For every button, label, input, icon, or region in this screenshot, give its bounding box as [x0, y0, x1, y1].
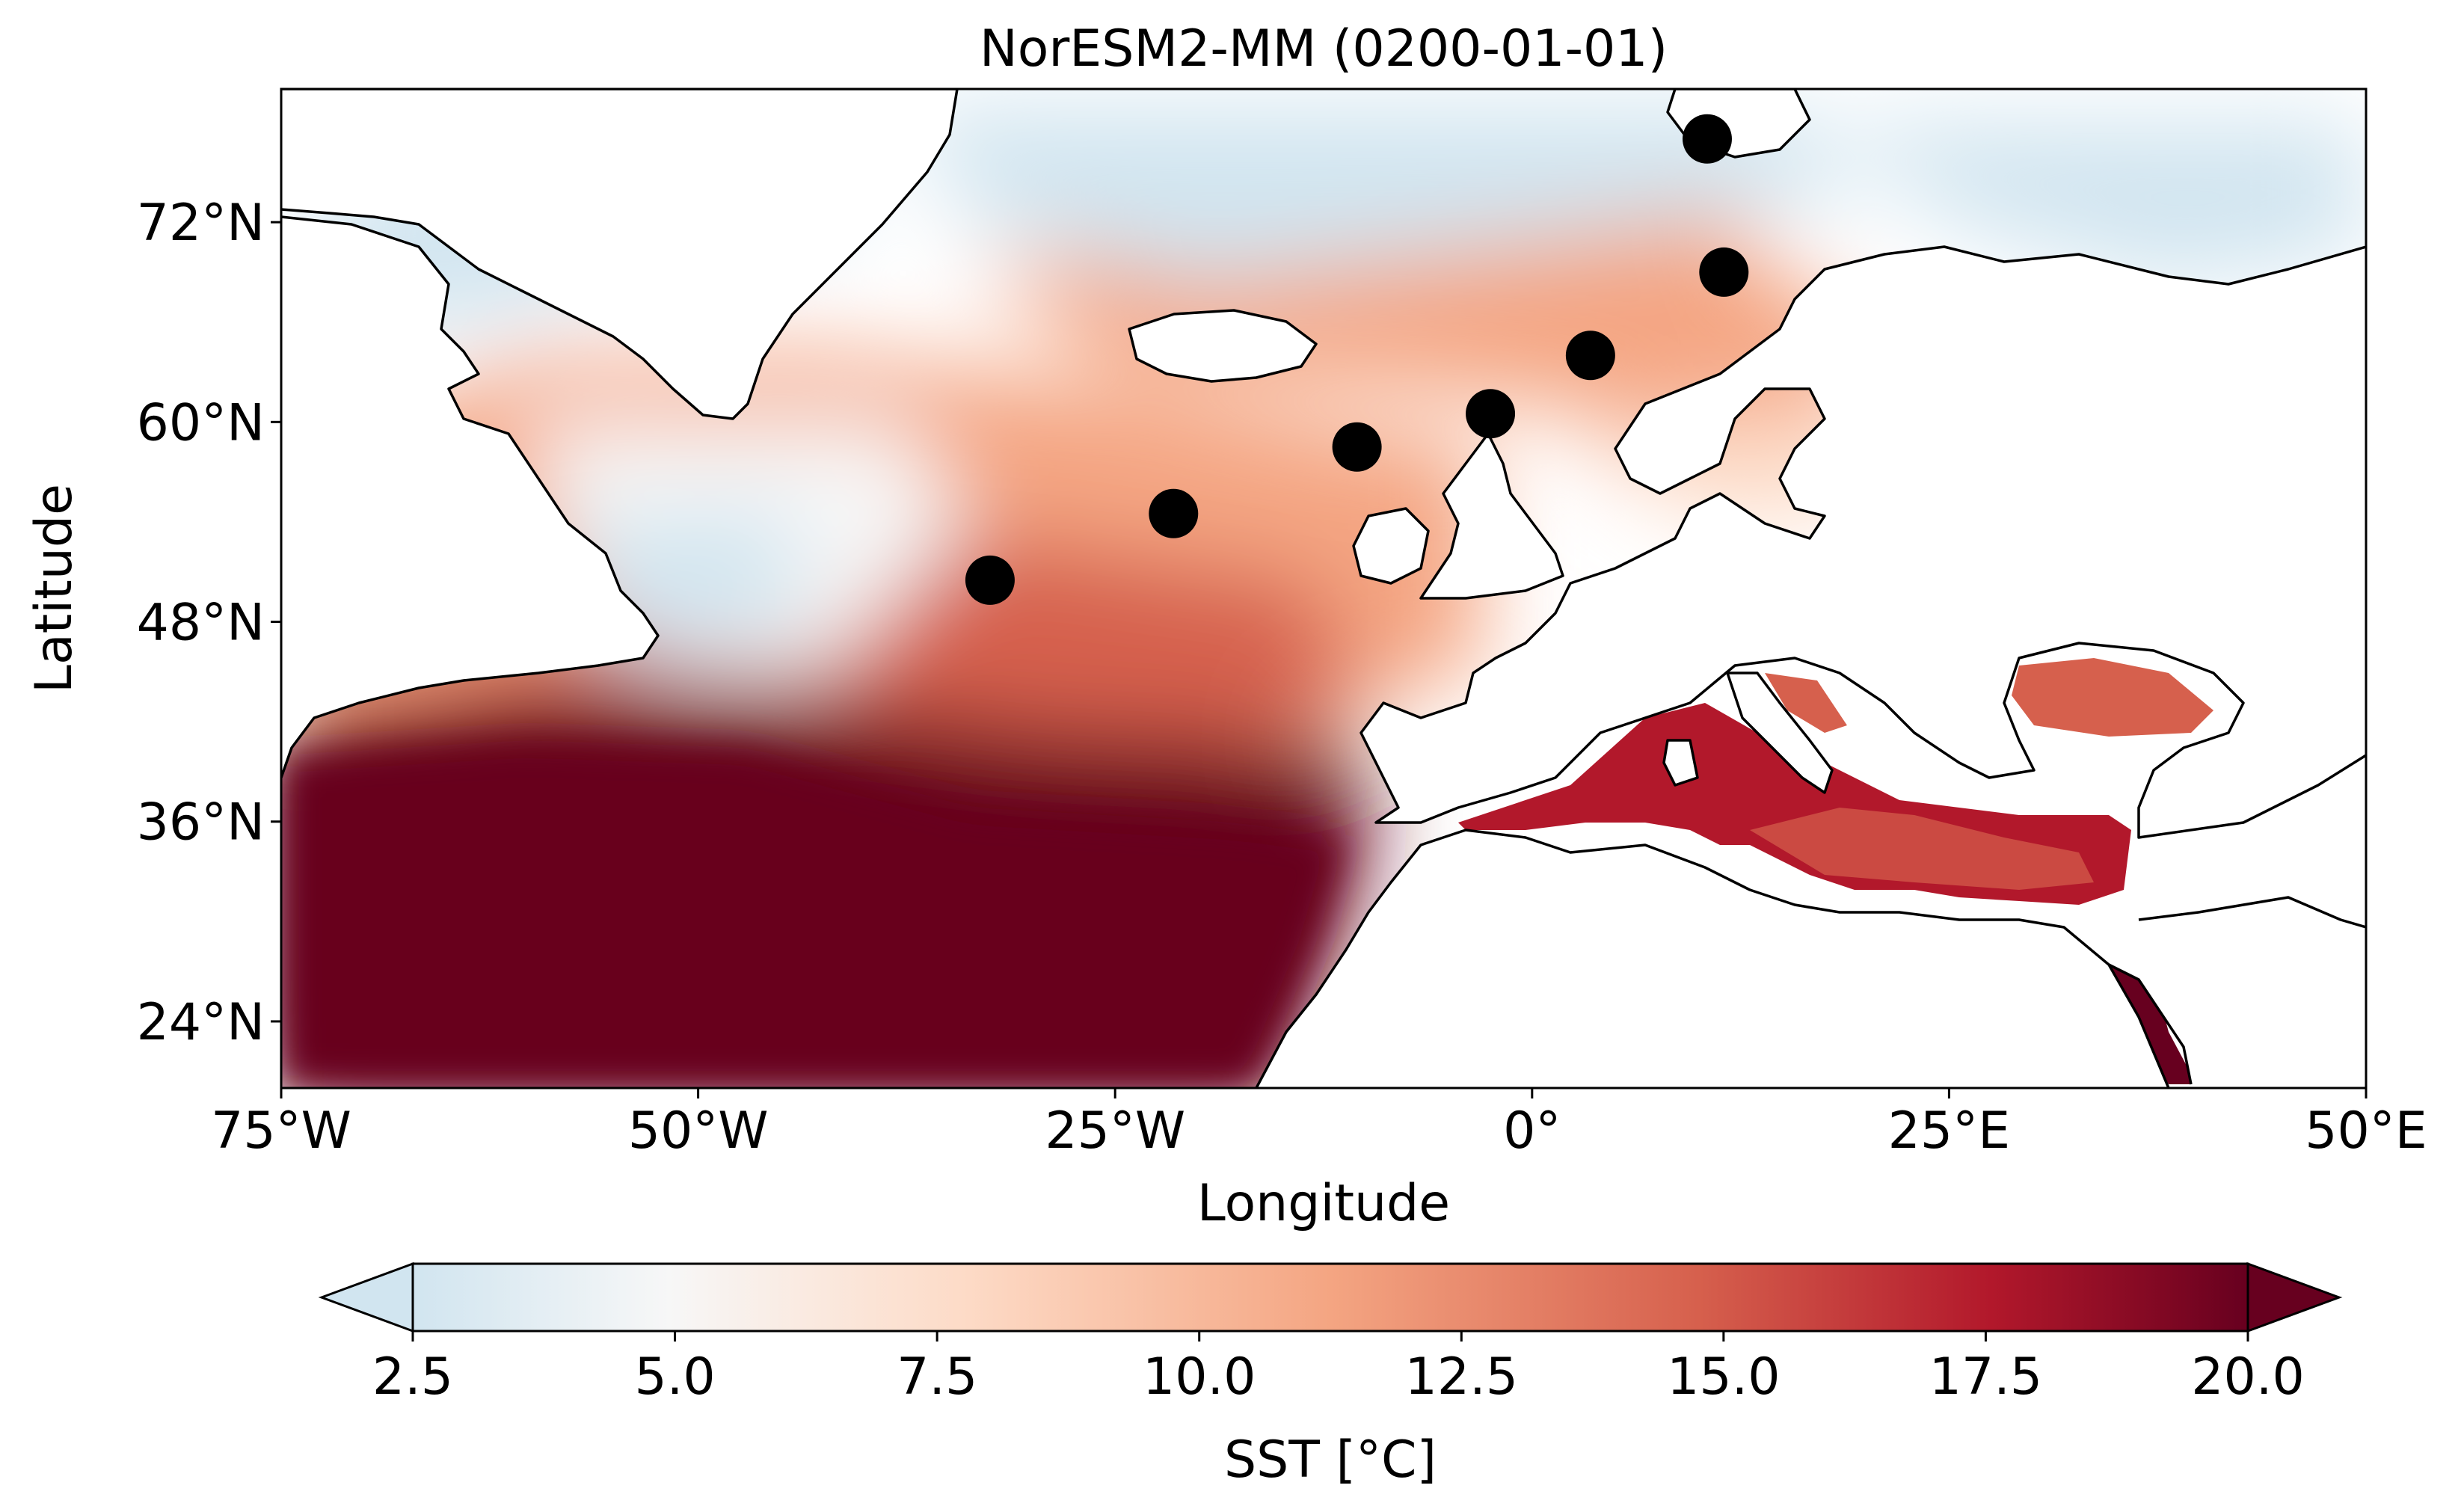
- station-marker: [965, 555, 1015, 605]
- y-tick-label: 24°N: [137, 993, 265, 1052]
- station-marker: [1332, 422, 1382, 472]
- north-america-land: [281, 217, 658, 778]
- colorbar-ticks: 2.5 5.0 7.5 10.0 12.5 15.0 17.5 20.0: [372, 1331, 2305, 1407]
- station-marker: [1466, 389, 1516, 439]
- greenland-land: [281, 89, 957, 419]
- x-axis: 75°W 50°W 25°W 0° 25°E 50°E: [211, 1088, 2427, 1161]
- x-tick-label: 50°E: [2305, 1101, 2427, 1161]
- station-marker: [1565, 331, 1615, 381]
- colorbar: 2.5 5.0 7.5 10.0 12.5 15.0 17.5 20.0 SST [°C]: [318, 1261, 2343, 1490]
- y-tick-label: 36°N: [137, 793, 265, 852]
- station-marker: [1682, 114, 1732, 164]
- station-marker: [1699, 247, 1749, 297]
- x-tick-label: 25°E: [1888, 1101, 2011, 1161]
- x-tick-label: 25°W: [1045, 1101, 1185, 1161]
- colorbar-label: SST [°C]: [1224, 1430, 1437, 1490]
- colorbar-tick-label: 10.0: [1143, 1347, 1256, 1407]
- x-tick-label: 75°W: [211, 1101, 351, 1161]
- coastlines: [281, 89, 2366, 1088]
- great-britain-land: [1421, 434, 1563, 598]
- x-tick-label: 0°: [1503, 1101, 1561, 1161]
- colorbar-tick-label: 20.0: [2191, 1347, 2304, 1407]
- colorbar-tick-label: 2.5: [372, 1347, 453, 1407]
- station-marker: [1149, 488, 1199, 538]
- black-sea: [2012, 658, 2213, 737]
- map-area: [281, 89, 2366, 1088]
- colorbar-extend-high: [2246, 1261, 2343, 1333]
- colorbar-gradient: [411, 1262, 2249, 1333]
- y-tick-label: 60°N: [137, 393, 265, 452]
- iceland-land: [1129, 310, 1316, 381]
- ireland-land: [1354, 508, 1428, 583]
- y-tick-label: 48°N: [137, 594, 265, 653]
- colorbar-tick-label: 17.5: [1929, 1347, 2042, 1407]
- land-masks: [281, 89, 2366, 1088]
- arabia-land: [2139, 897, 2366, 1088]
- y-axis: 24°N 36°N 48°N 60°N 72°N: [137, 194, 281, 1052]
- colorbar-tick-label: 5.0: [634, 1347, 715, 1407]
- map-frame: [280, 87, 2368, 1090]
- colorbar-extend-low: [318, 1261, 414, 1333]
- y-axis-label: Latitude: [25, 484, 84, 693]
- italy-land: [1727, 673, 1832, 793]
- y-tick-label: 72°N: [137, 194, 265, 253]
- africa-land: [1256, 830, 2169, 1088]
- eurasia-land: [1361, 247, 2366, 838]
- colorbar-tick-label: 7.5: [897, 1347, 977, 1407]
- x-axis-label: Longitude: [1197, 1174, 1450, 1233]
- station-markers: [965, 114, 1749, 605]
- chart-title: NorESM2-MM (0200-01-01): [980, 19, 1668, 79]
- colorbar-tick-label: 12.5: [1405, 1347, 1518, 1407]
- colorbar-tick-label: 15.0: [1667, 1347, 1780, 1407]
- x-tick-label: 50°W: [628, 1101, 769, 1161]
